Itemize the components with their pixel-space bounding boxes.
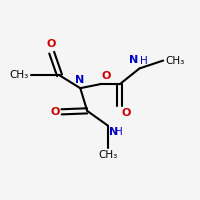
Text: O: O <box>102 71 111 81</box>
Text: O: O <box>47 39 56 49</box>
Text: H: H <box>140 56 148 66</box>
Text: N: N <box>129 55 138 65</box>
Text: H: H <box>115 127 123 137</box>
Text: CH₃: CH₃ <box>165 56 184 66</box>
Text: N: N <box>109 127 118 137</box>
Text: O: O <box>50 107 60 117</box>
Text: CH₃: CH₃ <box>10 70 29 80</box>
Text: O: O <box>122 108 131 118</box>
Text: N: N <box>75 75 84 85</box>
Text: CH₃: CH₃ <box>98 150 118 160</box>
